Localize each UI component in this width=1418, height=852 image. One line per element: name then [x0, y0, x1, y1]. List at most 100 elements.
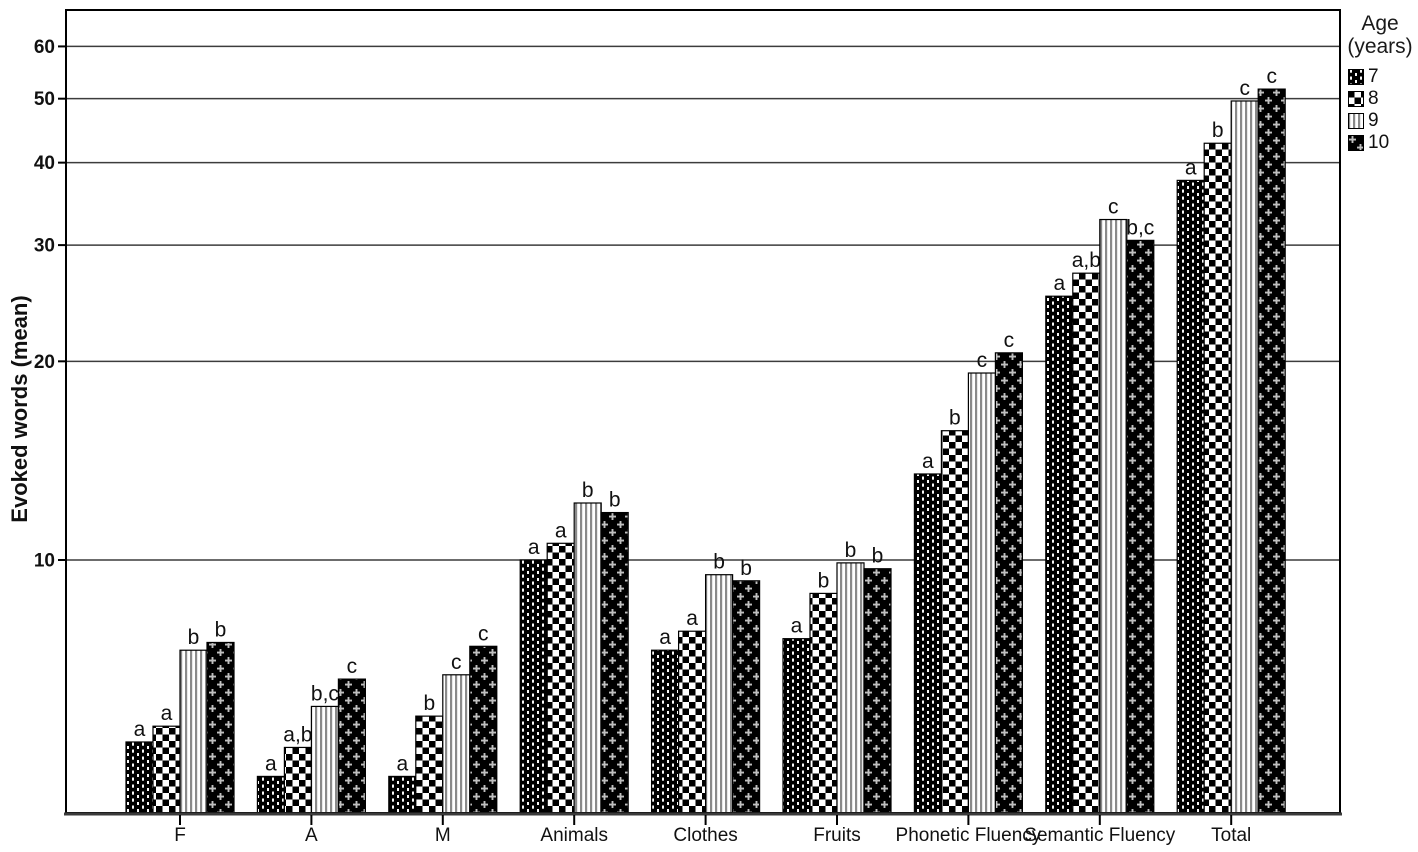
significance-letter-Phonetic Fluency-age9: c — [977, 349, 988, 372]
significance-letter-Animals-age7: a — [528, 536, 540, 559]
bar-Semantic Fluency-age10 — [1126, 239, 1155, 814]
bar-F-age10 — [206, 641, 235, 814]
legend-swatch-rect — [1348, 113, 1364, 129]
bar-Fruits-age9 — [836, 562, 865, 814]
significance-letter-Clothes-age7: a — [659, 626, 671, 649]
significance-letter-Fruits-age9: b — [845, 539, 857, 562]
legend-title: Age (years) — [1347, 12, 1413, 58]
legend: Age (years) 7 8 9 10 — [1342, 12, 1418, 154]
bar-Total-age9 — [1230, 100, 1259, 814]
x-tick-label-Clothes: Clothes — [673, 825, 737, 846]
bar-Clothes-age8 — [677, 630, 707, 814]
y-tick-label-50: 50 — [34, 89, 55, 110]
legend-item-age-10: 10 — [1348, 132, 1418, 154]
significance-letter-Fruits-age10: b — [872, 545, 884, 568]
bar-F-age9 — [179, 649, 208, 814]
legend-swatch-rect — [1348, 91, 1364, 107]
significance-letter-M-age10: c — [478, 622, 489, 645]
x-tick-label-F: F — [174, 825, 186, 846]
bar-F-age8 — [152, 725, 181, 814]
bar-F-age7 — [125, 741, 154, 814]
bar-Total-age8 — [1203, 142, 1232, 814]
bar-Total-age7 — [1176, 179, 1205, 814]
x-tick-label-A: A — [305, 825, 318, 846]
bar-Animals-age7 — [519, 559, 548, 814]
bar-M-age7 — [388, 775, 417, 814]
significance-letter-A-age8: a,b — [283, 723, 312, 746]
bar-A-age7 — [256, 775, 285, 814]
x-tick-label-Total: Total — [1211, 825, 1251, 846]
bar-Semantic Fluency-age8 — [1072, 272, 1101, 814]
bar-Animals-age10 — [600, 511, 629, 814]
significance-letter-Phonetic Fluency-age7: a — [922, 450, 934, 473]
significance-letter-Animals-age8: a — [555, 519, 567, 542]
legend-label-age-7: 7 — [1368, 66, 1379, 87]
legend-label-age-10: 10 — [1368, 132, 1390, 153]
x-tick-label-Semantic Fluency: Semantic Fluency — [1024, 825, 1176, 846]
significance-letter-F-age8: a — [161, 702, 173, 725]
significance-letter-Animals-age9: b — [582, 479, 594, 502]
bar-Semantic Fluency-age7 — [1045, 295, 1074, 814]
significance-letter-F-age10: b — [215, 618, 227, 641]
significance-letter-Semantic Fluency-age8: a,b — [1072, 249, 1101, 272]
significance-letter-Phonetic Fluency-age8: b — [949, 407, 961, 430]
bar-Phonetic Fluency-age10 — [994, 352, 1024, 814]
bar-A-age10 — [337, 678, 366, 814]
legend-swatch-black-crosses — [1348, 135, 1364, 151]
bar-Semantic Fluency-age9 — [1099, 218, 1128, 814]
legend-swatch-rect — [1348, 135, 1364, 151]
legend-swatch-checkerboard — [1348, 91, 1364, 107]
bar-A-age8 — [283, 746, 312, 814]
significance-letter-M-age7: a — [396, 752, 408, 775]
x-tick-label-Fruits: Fruits — [813, 825, 861, 846]
significance-letter-Total-age10: c — [1266, 65, 1277, 88]
significance-letter-Semantic Fluency-age7: a — [1053, 272, 1065, 295]
legend-item-age-9: 9 — [1348, 110, 1418, 132]
significance-letter-M-age9: c — [451, 651, 462, 674]
bar-M-age9 — [442, 674, 471, 814]
bar-Animals-age8 — [546, 542, 575, 814]
significance-letter-Semantic Fluency-age10: b,c — [1126, 216, 1154, 239]
significance-letter-Total-age9: c — [1239, 77, 1250, 100]
significance-letter-Animals-age10: b — [609, 489, 621, 512]
significance-letter-F-age9: b — [188, 626, 200, 649]
bar-M-age8 — [415, 715, 444, 814]
significance-letter-Clothes-age9: b — [713, 551, 725, 574]
x-tick-label-M: M — [435, 825, 451, 846]
significance-letter-Semantic Fluency-age9: c — [1108, 196, 1119, 219]
y-axis-title: Evoked words (mean) — [7, 295, 32, 523]
legend-item-age-7: 7 — [1348, 66, 1418, 88]
y-tick-label-30: 30 — [34, 236, 55, 257]
bar-Fruits-age8 — [809, 592, 838, 814]
bar-Total-age10 — [1257, 88, 1286, 814]
bar-Phonetic Fluency-age8 — [940, 430, 970, 814]
legend-label-age-9: 9 — [1368, 110, 1379, 131]
bar-Clothes-age9 — [704, 574, 734, 814]
bar-M-age10 — [469, 645, 498, 814]
significance-letter-Clothes-age10: b — [740, 557, 752, 580]
y-tick-label-20: 20 — [34, 352, 55, 373]
significance-letter-Clothes-age8: a — [686, 607, 698, 630]
y-tick-label-40: 40 — [34, 153, 55, 174]
bar-Animals-age9 — [573, 502, 602, 814]
significance-letter-Phonetic Fluency-age10: c — [1004, 329, 1015, 352]
significance-letter-M-age8: b — [423, 692, 435, 715]
legend-swatch-rect — [1348, 69, 1364, 85]
legend-swatch-gray-vertical-stripes — [1348, 113, 1364, 129]
significance-letter-Fruits-age8: b — [818, 569, 830, 592]
y-tick-label-60: 60 — [34, 37, 55, 58]
bar-A-age9 — [310, 705, 339, 814]
legend-label-age-8: 8 — [1368, 88, 1379, 109]
significance-letter-Total-age8: b — [1212, 119, 1224, 142]
bar-Fruits-age7 — [782, 638, 811, 814]
significance-letter-F-age7: a — [134, 718, 146, 741]
significance-letter-A-age10: c — [347, 655, 358, 678]
x-tick-label-Phonetic Fluency: Phonetic Fluency — [896, 825, 1042, 846]
bar-Clothes-age10 — [731, 580, 761, 814]
significance-letter-A-age7: a — [265, 752, 277, 775]
x-tick-label-Animals: Animals — [540, 825, 608, 846]
bar-Fruits-age10 — [863, 568, 892, 814]
bar-Phonetic Fluency-age9 — [967, 372, 997, 814]
bar-Clothes-age7 — [650, 649, 680, 814]
